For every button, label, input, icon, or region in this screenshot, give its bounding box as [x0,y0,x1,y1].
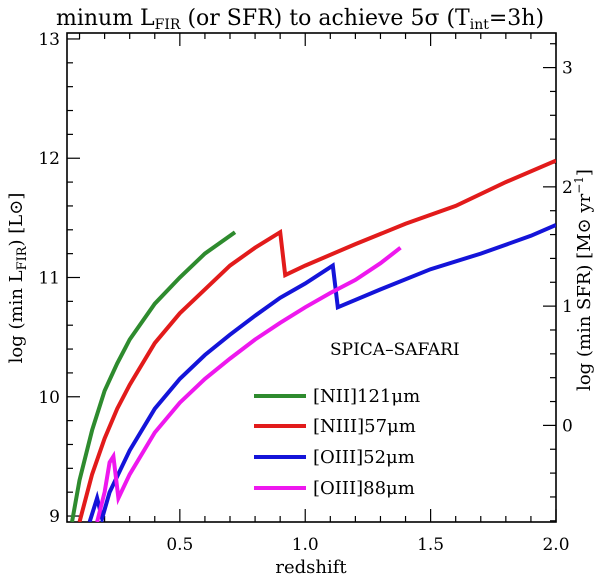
y-tick-label-left: 13 [38,30,60,50]
title-middle: (or SFR) to achieve 5σ (T [180,6,470,31]
y-tick-label-right: 0 [562,416,573,436]
y-left-prefix: log (min L [6,270,27,363]
y-right-suffix: ] [574,169,595,176]
axis-ticks [67,33,557,522]
legend-label-nii121: [NII]121μm [313,386,420,407]
y-right-prefix: log (min SFR) [M⊙ yr [574,193,595,391]
y-right-superscript: −1 [572,176,586,194]
instrument-annotation: SPICA–SAFARI [330,340,460,360]
chart-title: minum LFIR (or SFR) to achieve 5σ (Tint=… [56,6,544,33]
x-tick-label: 1.0 [292,535,319,555]
title-prefix: minum L [56,6,155,31]
series-line-3 [95,246,402,522]
y-axis-title-right: log (min SFR) [M⊙ yr−1] [572,169,595,391]
title-suffix: =3h) [489,6,544,31]
series-line-2 [87,223,556,522]
legend: [NII]121μm [NIII]57μm [OIII]52μm [OIII]8… [254,386,420,499]
x-tick-label: 0.5 [166,535,193,555]
y-tick-label-left: 10 [38,388,60,408]
title-prefix-subscript: FIR [155,17,181,33]
y-tick-label-right: 3 [562,59,573,79]
series-lines [70,158,556,522]
y-tick-label-left: 11 [38,269,60,289]
x-tick-label: 2.0 [542,535,569,555]
series-line-0 [70,230,237,522]
series-line-1 [77,158,556,522]
x-axis-title: redshift [275,557,347,578]
legend-label-niii57: [NIII]57μm [313,416,416,437]
x-tick-label: 1.5 [417,535,444,555]
y-tick-label-left: 9 [49,507,60,527]
y-tick-label-right: 2 [562,178,573,198]
y-tick-label-right: 1 [562,297,573,317]
legend-label-oiii52: [OIII]52μm [313,447,415,468]
y-left-suffix: ) [L⊙] [6,193,27,247]
legend-label-oiii88: [OIII]88μm [313,478,415,499]
title-tint-subscript: int [470,17,489,33]
y-axis-title-left: log (min LFIR) [L⊙] [6,193,30,364]
y-tick-label-left: 12 [38,149,60,169]
y-left-subscript: FIR [15,245,30,270]
